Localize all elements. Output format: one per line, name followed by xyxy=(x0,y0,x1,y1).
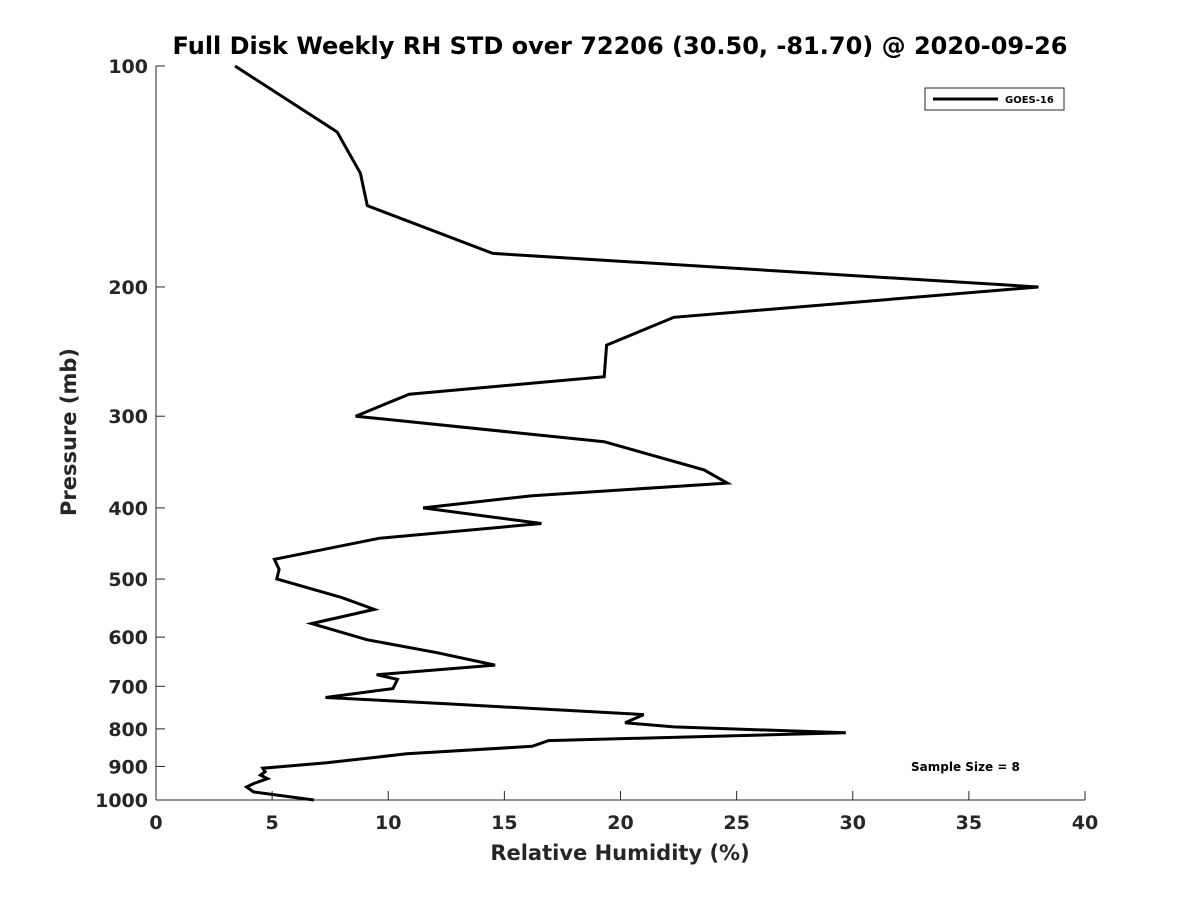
chart-title: Full Disk Weekly RH STD over 72206 (30.5… xyxy=(173,32,1068,60)
legend: GOES-16 xyxy=(924,87,1065,111)
y-tick-label: 300 xyxy=(108,406,148,428)
y-tick-label: 900 xyxy=(108,756,148,778)
y-tick-label: 500 xyxy=(108,569,148,591)
x-tick-label: 30 xyxy=(840,812,866,834)
x-tick-label: 10 xyxy=(375,812,401,834)
series-line-goes-16 xyxy=(234,64,1039,802)
y-tick-label: 600 xyxy=(108,627,148,649)
y-tick-label: 400 xyxy=(108,498,148,520)
x-tick-label: 5 xyxy=(266,812,279,834)
x-tick-label: 25 xyxy=(723,812,749,834)
x-tick-label: 40 xyxy=(1072,812,1098,834)
x-tick-label: 15 xyxy=(491,812,517,834)
plot-area: 0 5 10 15 20 25 30 35 40 100 200 300 400 500 600 700 800… xyxy=(95,56,1098,834)
y-tick-label: 1000 xyxy=(95,790,148,812)
y-tick-label: 200 xyxy=(108,277,148,299)
x-axis-label: Relative Humidity (%) xyxy=(490,841,749,865)
legend-label-goes-16: GOES-16 xyxy=(1005,95,1054,106)
x-tick-label: 20 xyxy=(607,812,633,834)
x-tick-label: 0 xyxy=(149,812,162,834)
x-tick-label: 35 xyxy=(956,812,982,834)
y-axis-label: Pressure (mb) xyxy=(57,348,81,516)
sample-size-annotation: Sample Size = 8 xyxy=(911,760,1020,774)
y-tick-label: 100 xyxy=(108,56,148,78)
y-tick-label: 800 xyxy=(108,719,148,741)
y-tick-label: 700 xyxy=(108,676,148,698)
